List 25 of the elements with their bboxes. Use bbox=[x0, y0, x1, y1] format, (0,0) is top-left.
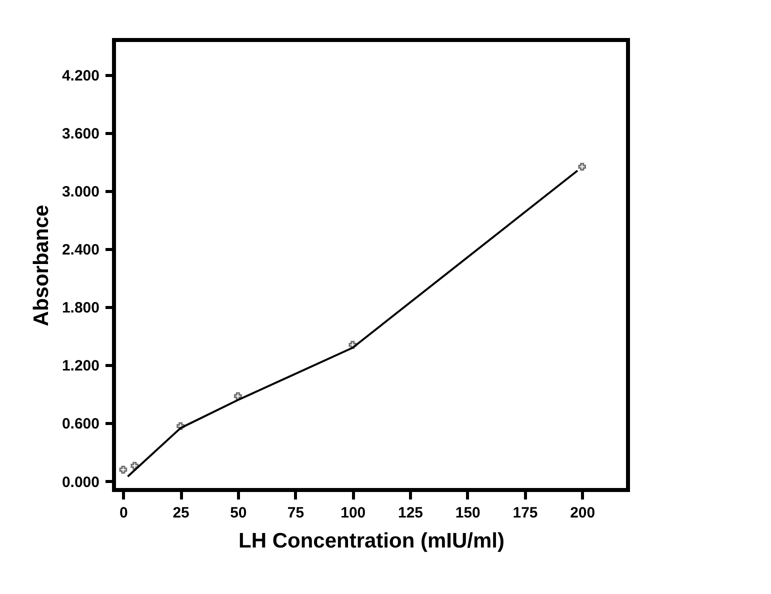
x-tick-label: 150 bbox=[455, 504, 480, 522]
x-axis-title: LH Concentration (mIU/ml) bbox=[238, 530, 504, 552]
point bbox=[578, 162, 586, 171]
x-tick-label: 175 bbox=[512, 504, 538, 522]
point bbox=[130, 462, 139, 470]
x-tick-label: 25 bbox=[172, 504, 190, 522]
point bbox=[176, 422, 184, 430]
x-tick-label: 75 bbox=[287, 504, 304, 522]
point bbox=[234, 392, 242, 400]
y-tick-label: 0.000 bbox=[62, 474, 100, 491]
x-tick-label: 100 bbox=[340, 504, 366, 522]
point bbox=[348, 340, 357, 349]
x-tick-label: 125 bbox=[398, 504, 424, 522]
y-tick-label: 1.800 bbox=[62, 300, 100, 317]
x-tick-label: 200 bbox=[570, 504, 596, 522]
y-tick-label: 3.600 bbox=[62, 125, 100, 142]
x-tick-label: 50 bbox=[230, 504, 247, 522]
y-tick-label: 2.400 bbox=[62, 242, 100, 259]
y-tick-label: 0.600 bbox=[62, 416, 100, 433]
y-tick-label: 3.000 bbox=[62, 183, 100, 200]
y-axis-title: Absorbance bbox=[30, 204, 53, 326]
y-tick-label: 1.200 bbox=[62, 358, 100, 375]
x-tick-label: 0 bbox=[120, 504, 128, 522]
y-tick-label: 4.200 bbox=[62, 67, 100, 84]
point bbox=[119, 466, 128, 474]
